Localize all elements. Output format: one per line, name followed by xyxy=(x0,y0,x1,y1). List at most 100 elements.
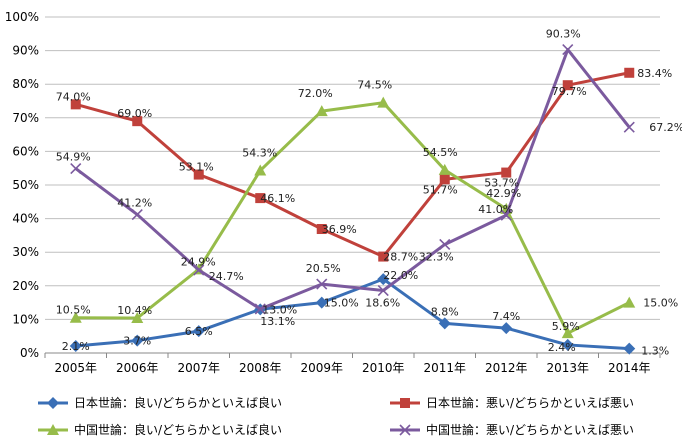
data-point xyxy=(378,251,389,262)
data-point xyxy=(69,339,82,352)
data-label: 7.4% xyxy=(492,310,520,323)
x-tick-label: 2013年 xyxy=(546,361,589,375)
data-label: 72.0% xyxy=(298,87,333,100)
legend-item: 日本世論：良い/どちらかといえば良い xyxy=(38,395,282,410)
data-point xyxy=(438,317,451,330)
legend-label: 日本世論：良い/どちらかといえば良い xyxy=(74,395,282,410)
legend-label: 日本世論：悪い/どちらかといえば悪い xyxy=(426,395,634,410)
data-point xyxy=(193,264,205,276)
data-label: 8.8% xyxy=(431,305,459,318)
data-point xyxy=(377,273,390,286)
data-label: 13.0% xyxy=(262,303,297,316)
data-point xyxy=(562,44,574,56)
data-point xyxy=(132,116,143,127)
y-tick-label: 40% xyxy=(12,212,39,226)
legend-label: 中国世論：悪い/どちらかといえば悪い xyxy=(426,422,634,437)
data-label: 22.0% xyxy=(383,269,418,282)
legend-marker xyxy=(47,424,59,435)
data-label: 6.5% xyxy=(185,325,213,338)
data-point xyxy=(377,284,389,297)
y-tick-label: 60% xyxy=(12,144,39,158)
x-tick-label: 2005年 xyxy=(54,361,97,375)
data-point xyxy=(623,296,636,308)
data-label: 18.6% xyxy=(365,297,400,310)
y-tick-label: 30% xyxy=(12,245,39,259)
marker-stroke xyxy=(377,284,389,297)
data-point xyxy=(70,162,82,175)
data-label: 54.9% xyxy=(56,151,91,164)
data-point xyxy=(69,311,82,323)
data-point xyxy=(438,163,451,175)
data-point xyxy=(193,169,204,180)
data-point xyxy=(561,327,574,339)
data-point xyxy=(70,99,81,110)
legend-marker xyxy=(399,424,411,436)
data-label: 90.3% xyxy=(546,28,581,41)
data-point xyxy=(255,193,266,204)
data-point xyxy=(623,121,635,133)
data-point xyxy=(131,209,143,221)
legend-item: 中国世論：良い/どちらかといえば良い xyxy=(38,422,282,437)
marker-stroke xyxy=(500,209,512,221)
x-tick-label: 2006年 xyxy=(116,361,159,375)
y-tick-label: 100% xyxy=(5,10,39,24)
data-point xyxy=(192,325,205,338)
data-label: 3.7% xyxy=(123,335,151,348)
data-point xyxy=(439,174,450,185)
y-tick-label: 0% xyxy=(20,346,39,360)
x-tick-label: 2007年 xyxy=(177,361,220,375)
data-point xyxy=(439,238,451,251)
data-label: 51.7% xyxy=(423,183,458,196)
data-label: 1.3% xyxy=(641,345,669,358)
marker-stroke xyxy=(623,121,635,133)
legend-label: 中国世論：良い/どちらかといえば良い xyxy=(74,422,282,437)
data-label: 15.0% xyxy=(643,297,678,310)
data-label: 2.1% xyxy=(62,340,90,353)
data-label: 83.4% xyxy=(637,67,672,80)
data-label: 24.9% xyxy=(181,255,216,268)
marker-stroke xyxy=(70,162,82,175)
data-label: 2.4% xyxy=(548,341,576,354)
series-line xyxy=(75,277,630,351)
data-label: 10.5% xyxy=(56,304,91,317)
data-label: 42.9% xyxy=(486,187,521,200)
legend-item: 中国世論：悪い/どちらかといえば悪い xyxy=(390,422,634,437)
data-point xyxy=(131,312,144,324)
data-label: 20.5% xyxy=(306,262,341,275)
data-label: 53.1% xyxy=(179,161,214,174)
x-tick-label: 2009年 xyxy=(300,361,343,375)
data-label: 79.7% xyxy=(552,85,587,98)
y-tick-label: 20% xyxy=(12,279,39,293)
data-point xyxy=(315,296,328,309)
y-tick-label: 90% xyxy=(12,44,39,58)
data-label: 74.0% xyxy=(56,90,91,103)
data-point xyxy=(624,67,635,78)
legend-item: 日本世論：悪い/どちらかといえば悪い xyxy=(390,395,634,410)
data-label: 13.1% xyxy=(260,315,295,328)
y-tick-label: 80% xyxy=(12,77,39,91)
data-label: 46.1% xyxy=(260,192,295,205)
y-tick-label: 50% xyxy=(12,178,39,192)
data-label: 53.7% xyxy=(484,177,519,190)
legend-marker xyxy=(400,398,410,408)
series-3 xyxy=(69,96,636,339)
data-point xyxy=(377,96,390,108)
x-tick-label: 2012年 xyxy=(485,361,528,375)
data-point xyxy=(501,167,512,178)
data-point xyxy=(500,209,512,221)
series-4 xyxy=(70,44,635,315)
marker-stroke xyxy=(439,238,451,251)
data-label: 69.0% xyxy=(117,107,152,120)
y-tick-label: 10% xyxy=(12,312,39,326)
data-point xyxy=(131,334,144,347)
data-point xyxy=(316,278,328,290)
data-label: 36.9% xyxy=(322,223,357,236)
marker-stroke xyxy=(316,278,328,290)
data-point xyxy=(315,105,328,117)
marker-stroke xyxy=(399,424,411,436)
data-point xyxy=(561,338,574,351)
legend-marker xyxy=(47,397,59,409)
data-label: 41.2% xyxy=(117,197,152,210)
data-point xyxy=(254,303,266,315)
